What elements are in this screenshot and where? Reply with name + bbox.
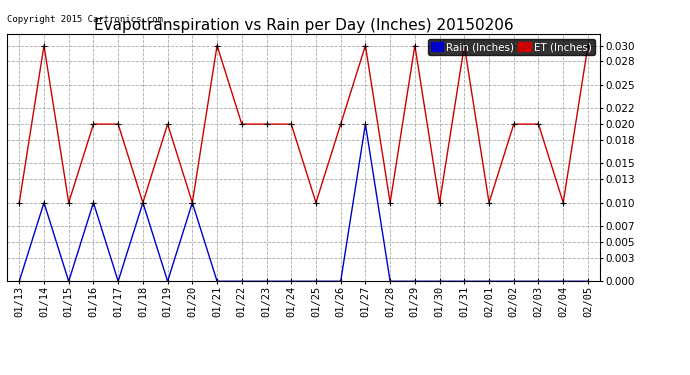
Text: Copyright 2015 Cartronics.com: Copyright 2015 Cartronics.com (8, 15, 164, 24)
Title: Evapotranspiration vs Rain per Day (Inches) 20150206: Evapotranspiration vs Rain per Day (Inch… (94, 18, 513, 33)
Legend: Rain (Inches), ET (Inches): Rain (Inches), ET (Inches) (428, 39, 595, 55)
